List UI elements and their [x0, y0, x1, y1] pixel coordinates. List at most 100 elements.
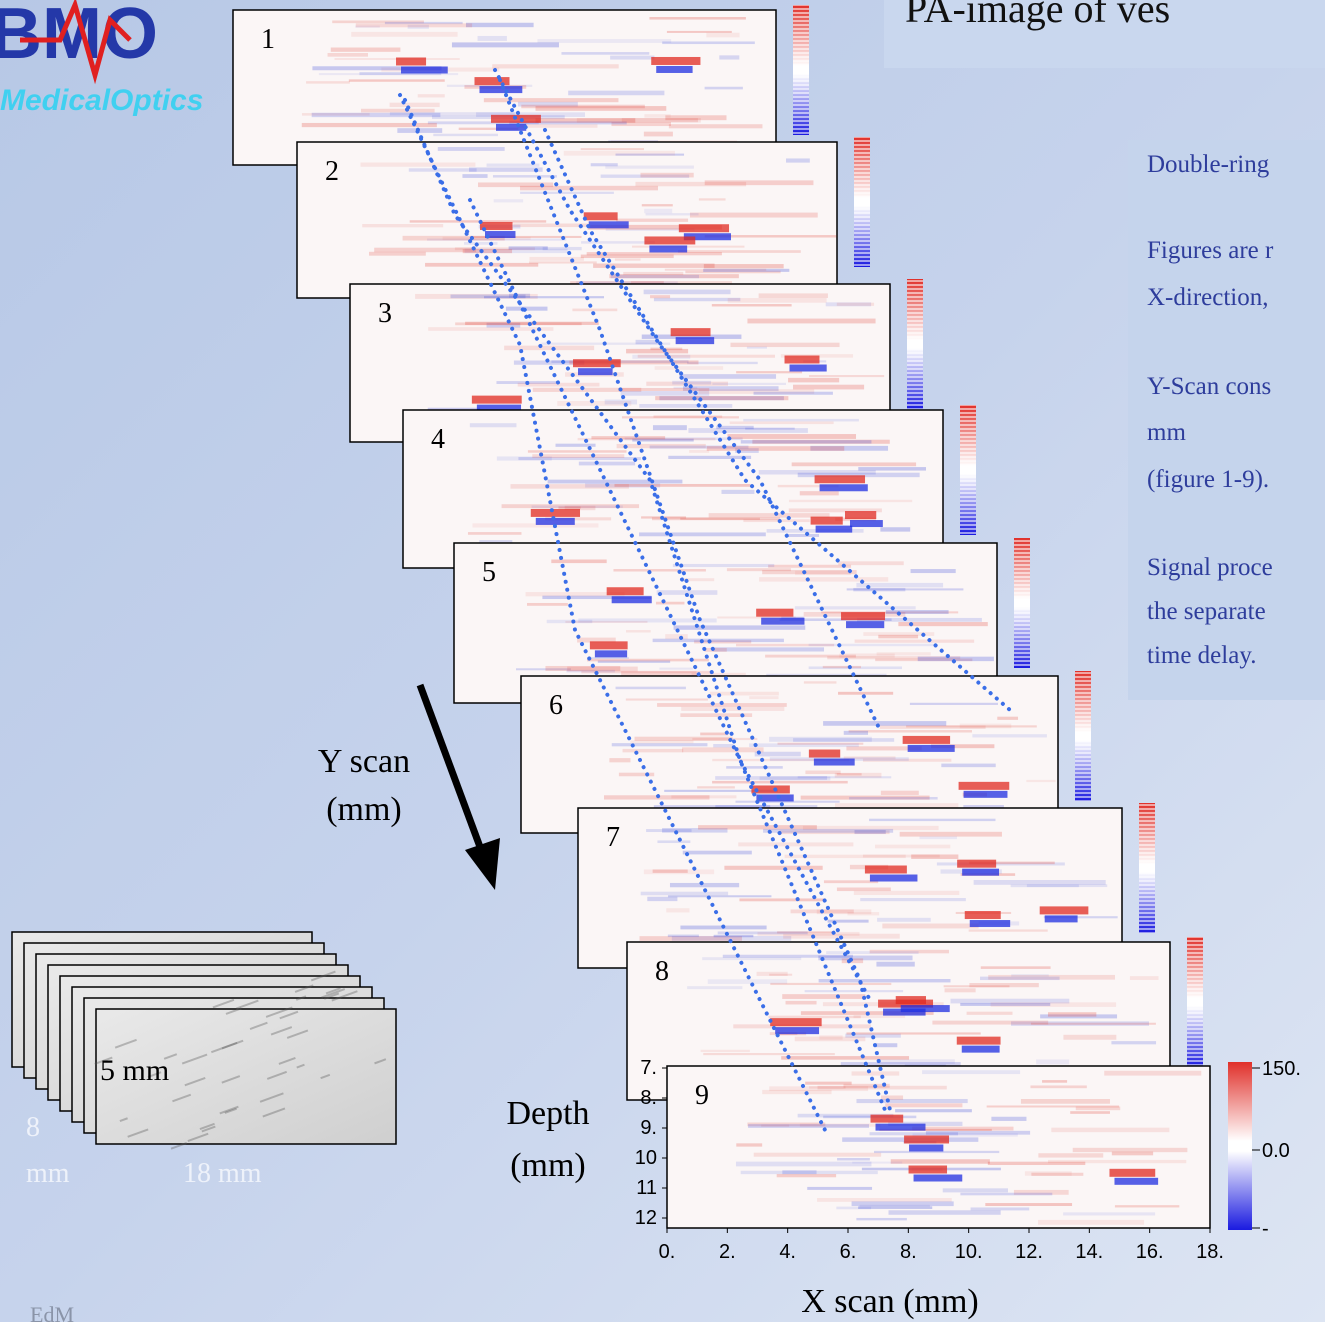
texture [856, 1218, 906, 1220]
texture [715, 805, 817, 807]
texture [374, 248, 476, 253]
texture [623, 749, 684, 752]
texture [668, 935, 699, 938]
texture [754, 1153, 881, 1157]
blob [908, 745, 955, 752]
texture [911, 569, 956, 573]
texture [639, 532, 766, 536]
blob [903, 736, 950, 744]
x-tick-label: 12. [1015, 1241, 1043, 1263]
texture [860, 1205, 930, 1207]
texture [785, 855, 906, 858]
texture [972, 734, 1047, 737]
texture [932, 1021, 1048, 1025]
blob [957, 1037, 1001, 1045]
texture [312, 113, 441, 117]
blob [970, 920, 1010, 927]
texture [665, 269, 766, 271]
x-tick-label: 10. [955, 1241, 983, 1263]
texture [852, 1071, 900, 1075]
texture [969, 929, 1048, 931]
mini-colorbar-stripes [854, 137, 870, 267]
texture [529, 257, 584, 261]
texture [418, 94, 445, 97]
blob [811, 517, 843, 525]
blob [901, 1005, 950, 1012]
blob [904, 1135, 949, 1143]
texture [527, 603, 568, 606]
texture [687, 986, 742, 989]
texture [880, 527, 910, 531]
texture [881, 791, 919, 795]
texture [718, 931, 808, 934]
texture [886, 610, 949, 614]
note-line: the separate [1147, 598, 1266, 625]
texture [1036, 1059, 1069, 1064]
blob [820, 484, 868, 491]
depth-tick-label: 9. [640, 1117, 657, 1139]
texture [1073, 1148, 1188, 1152]
texture [484, 98, 619, 102]
texture [837, 1158, 870, 1160]
texture [712, 781, 848, 784]
texture [614, 484, 750, 487]
blob [845, 511, 876, 519]
texture [537, 39, 671, 43]
texture [470, 423, 517, 427]
depth-tick-label: 12 [635, 1207, 657, 1229]
texture [912, 1127, 1013, 1131]
x-tick-label: 0. [659, 1241, 676, 1263]
texture [870, 1132, 958, 1135]
texture [504, 346, 594, 351]
texture [787, 534, 819, 537]
y-scan-label: Y scan [318, 743, 410, 780]
sample-width-unit: mm [26, 1158, 70, 1189]
texture [920, 836, 957, 839]
depth-tick-label: 10 [635, 1147, 657, 1169]
texture [1031, 1023, 1156, 1025]
texture [668, 456, 751, 459]
texture [351, 32, 457, 37]
mini-colorbar-stripes [1187, 937, 1203, 1067]
texture [632, 246, 744, 248]
panel-number: 2 [325, 156, 339, 187]
texture [837, 888, 891, 892]
texture [727, 434, 856, 439]
texture [786, 158, 810, 162]
title: PA-image of ves [905, 0, 1170, 31]
texture [805, 771, 840, 775]
texture [945, 988, 976, 992]
texture [433, 134, 498, 136]
texture [654, 298, 740, 301]
blob [809, 750, 840, 758]
panel-number: 6 [549, 690, 563, 721]
texture [980, 977, 1060, 980]
blob [756, 609, 793, 617]
texture [462, 174, 487, 178]
texture [653, 869, 688, 872]
texture [701, 1050, 750, 1052]
texture [823, 666, 861, 668]
blob [396, 57, 426, 65]
texture [521, 105, 645, 109]
texture [849, 797, 938, 800]
blob [865, 866, 907, 874]
texture [369, 252, 426, 256]
texture [991, 1117, 1026, 1121]
texture [730, 421, 834, 424]
blob [876, 1124, 926, 1131]
texture [749, 743, 859, 747]
blob [841, 612, 885, 620]
colorbar-tick-label: 150. [1262, 1058, 1301, 1080]
texture [622, 118, 698, 122]
texture [759, 293, 828, 298]
texture [509, 246, 548, 249]
texture [793, 738, 894, 742]
blob [909, 1166, 947, 1174]
texture [1063, 1035, 1116, 1040]
texture [529, 261, 597, 263]
texture [572, 309, 617, 312]
x-label: X scan (mm) [801, 1283, 979, 1320]
texture [804, 681, 837, 683]
texture [468, 532, 521, 535]
